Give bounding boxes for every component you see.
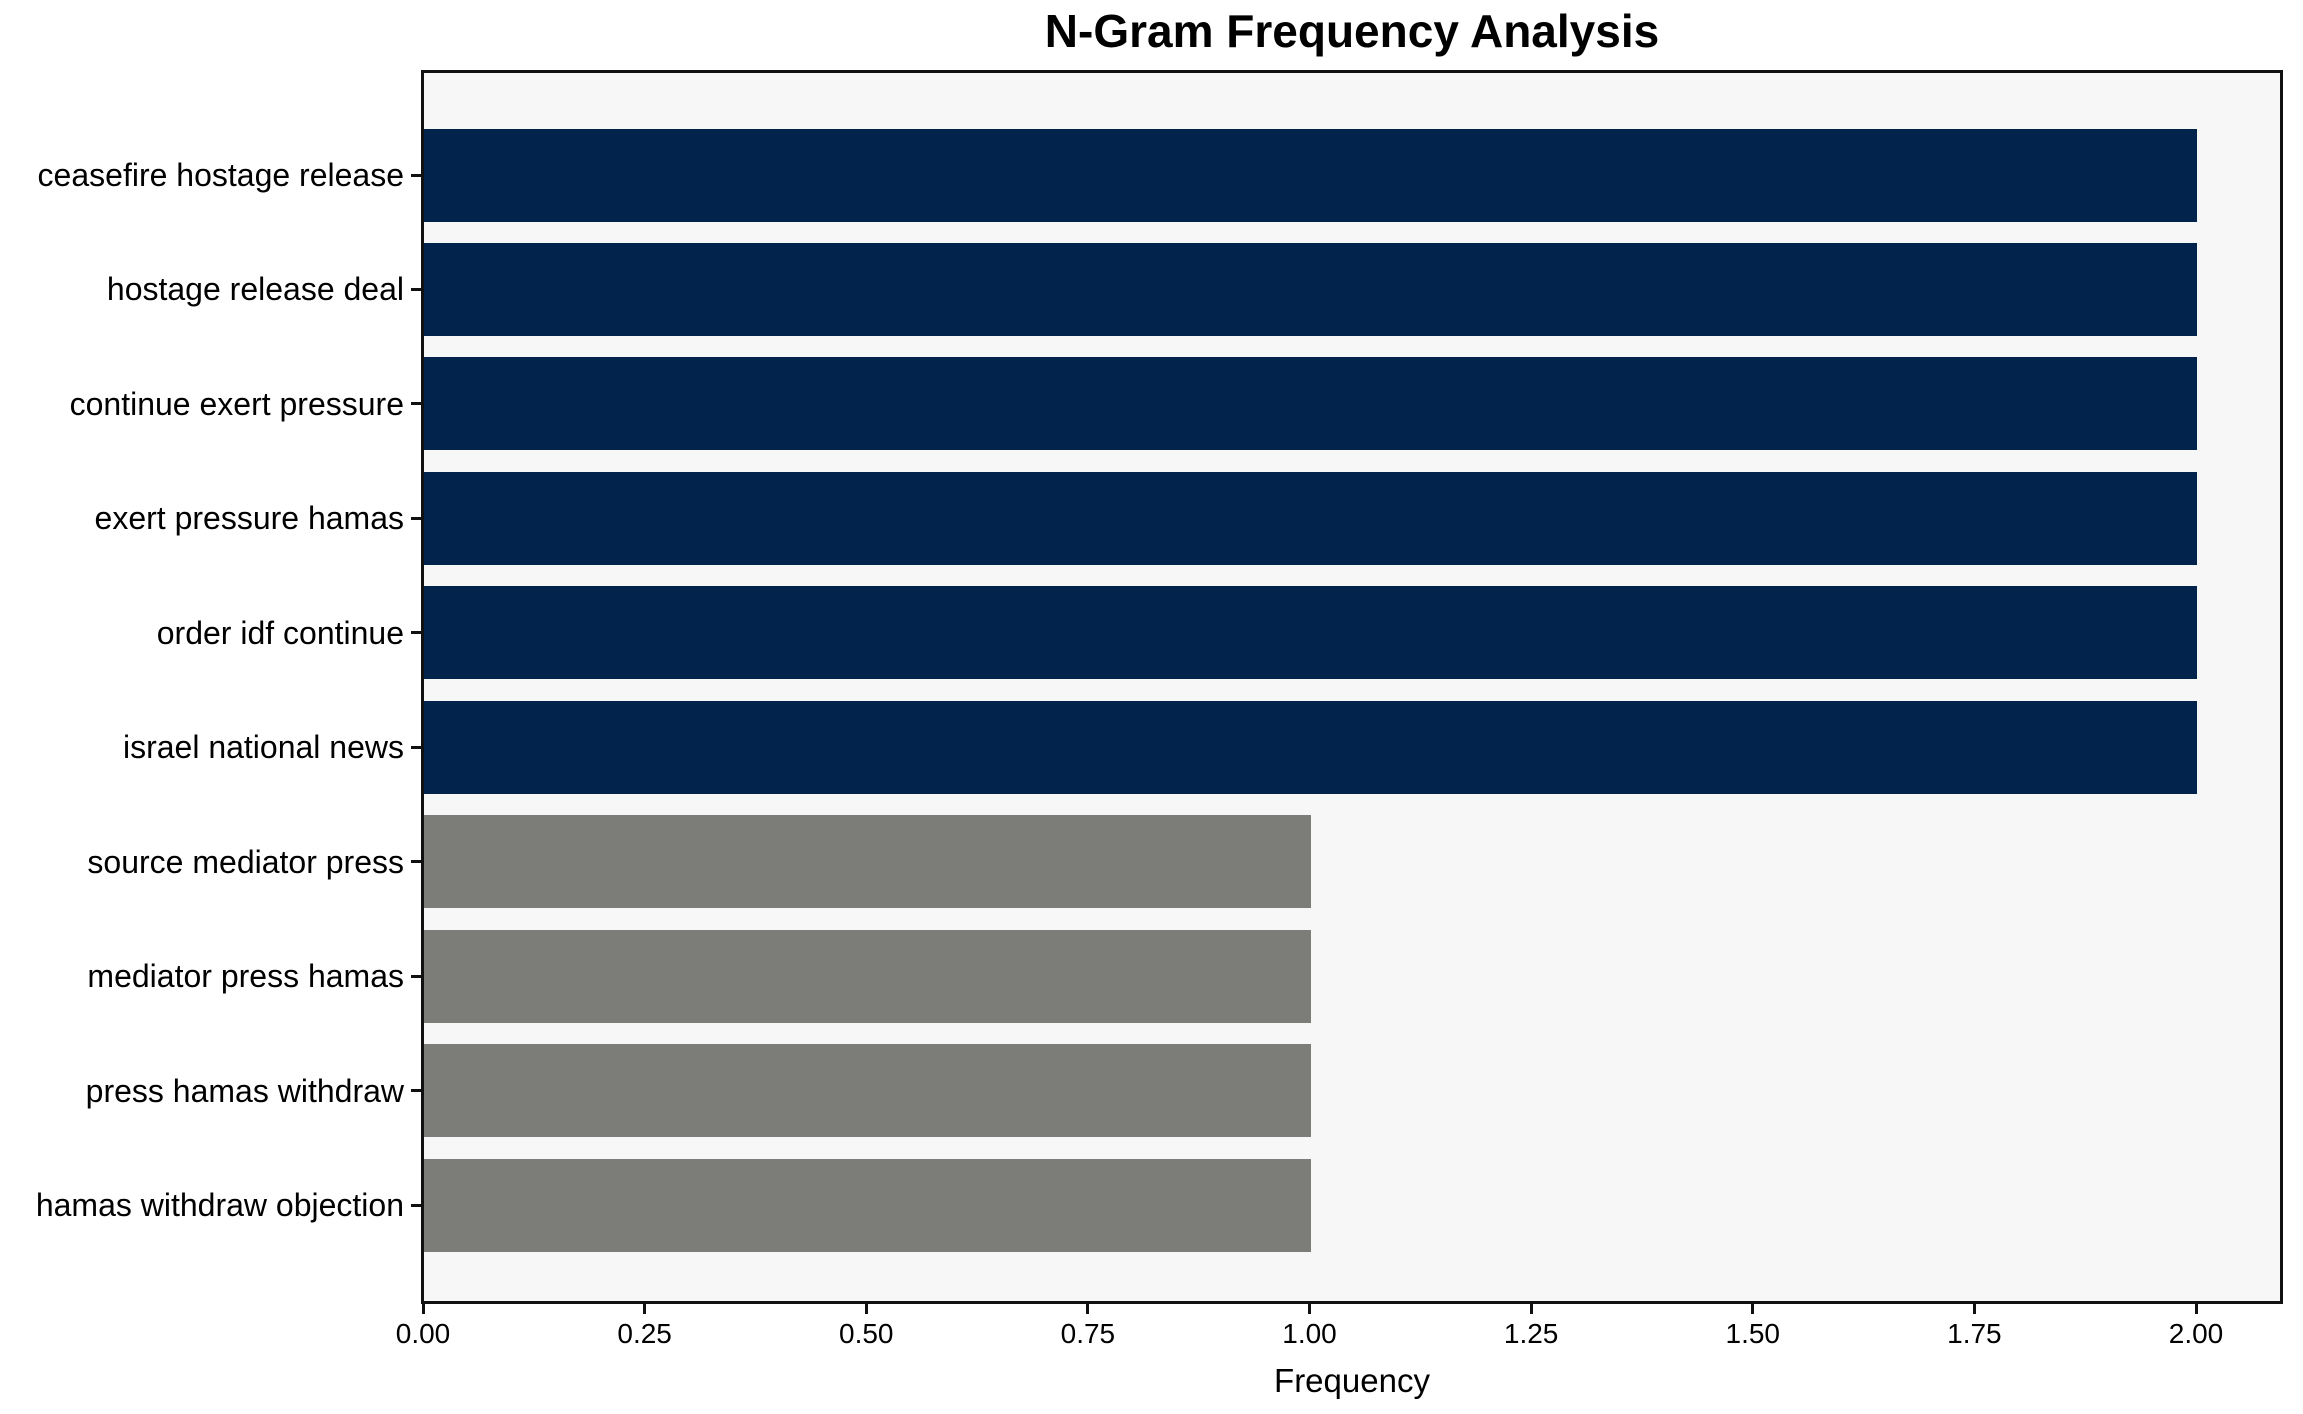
y-tick-label-hamas-withdraw-objection: hamas withdraw objection	[35, 1187, 404, 1224]
bar-continue-exert-pressure	[424, 357, 2197, 451]
x-tick-label-2.00: 2.00	[2168, 1318, 2224, 1349]
y-tick-mark	[411, 173, 421, 177]
y-tick-mark	[411, 860, 421, 864]
bar-hostage-release-deal	[424, 242, 2197, 336]
x-tick-mark	[1972, 1304, 1976, 1314]
x-tick-label-1.50: 1.50	[1725, 1318, 1781, 1349]
x-tick-label-0.25: 0.25	[617, 1318, 672, 1349]
bar-press-hamas-withdraw	[424, 1044, 1311, 1138]
x-tick-mark	[2194, 1304, 2198, 1314]
x-tick-mark	[643, 1304, 647, 1314]
y-tick-mark	[411, 402, 421, 406]
x-tick-label-0.75: 0.75	[1060, 1318, 1116, 1349]
x-tick-label-1.25: 1.25	[1503, 1318, 1559, 1349]
y-tick-label-ceasefire-hostage-release: ceasefire hostage release	[37, 157, 404, 193]
bar-order-idf-continue	[424, 586, 2197, 680]
y-tick-mark	[411, 745, 421, 749]
bar-source-mediator-press	[424, 815, 1311, 909]
x-tick-label-0.50: 0.50	[839, 1318, 894, 1349]
x-tick-mark	[1308, 1304, 1311, 1314]
x-tick-label-1.00: 1.00	[1282, 1318, 1337, 1349]
x-tick-mark	[1751, 1304, 1755, 1314]
x-axis-label: Frequency	[1274, 1362, 1430, 1399]
bar-mediator-press-hamas	[424, 929, 1311, 1023]
y-tick-label-continue-exert-pressure: continue exert pressure	[69, 385, 404, 422]
x-tick-mark	[421, 1304, 425, 1314]
bar-israel-national-news	[424, 700, 2197, 794]
y-tick-label-source-mediator-press: source mediator press	[87, 843, 404, 880]
y-tick-label-exert-pressure-hamas: exert pressure hamas	[94, 500, 404, 537]
bar-hamas-withdraw-objection	[424, 1158, 1311, 1252]
y-tick-mark	[411, 516, 421, 520]
y-tick-mark	[411, 287, 421, 291]
plot-area	[421, 70, 2283, 1304]
y-tick-mark	[411, 1089, 421, 1093]
bar-ceasefire-hostage-release	[424, 128, 2197, 222]
y-tick-label-press-hamas-withdraw: press hamas withdraw	[85, 1072, 404, 1109]
bar-exert-pressure-hamas	[424, 471, 2197, 565]
y-tick-label-hostage-release-deal: hostage release deal	[106, 271, 404, 308]
x-tick-label-0.00: 0.00	[395, 1318, 451, 1349]
chart-title: N-Gram Frequency Analysis	[1044, 5, 1660, 57]
x-tick-mark	[1086, 1304, 1090, 1314]
x-tick-label-1.75: 1.75	[1947, 1318, 2002, 1349]
y-tick-label-mediator-press-hamas: mediator press hamas	[87, 958, 404, 995]
y-tick-label-israel-national-news: israel national news	[122, 729, 404, 766]
x-tick-mark	[864, 1304, 868, 1314]
y-tick-mark	[411, 974, 421, 978]
y-tick-mark	[411, 631, 421, 635]
x-tick-mark	[1529, 1304, 1533, 1314]
y-tick-mark	[411, 1203, 421, 1207]
y-tick-label-order-idf-continue: order idf continue	[156, 614, 404, 651]
